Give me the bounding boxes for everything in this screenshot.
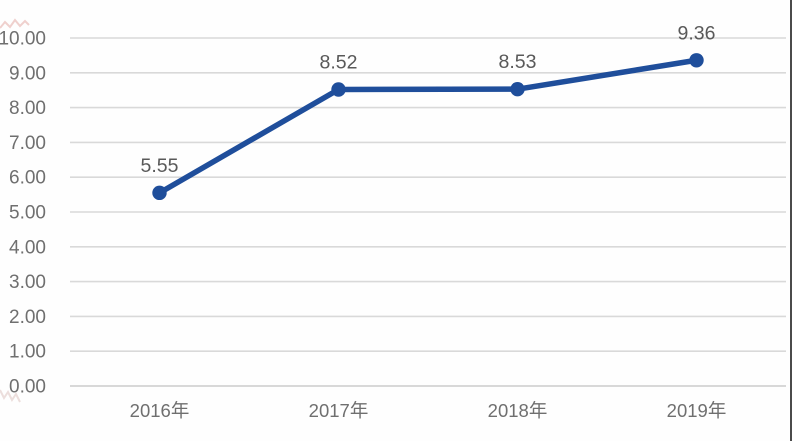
x-axis-tick-label: 2018年 — [488, 400, 548, 421]
y-axis-tick-label: 2.00 — [9, 307, 46, 328]
data-point-marker — [331, 82, 346, 97]
data-point-marker — [152, 185, 167, 201]
y-axis-tick-label: 8.00 — [9, 98, 46, 119]
y-axis-tick-label: 0.00 — [9, 377, 46, 398]
x-axis-tick-label: 2017年 — [309, 400, 369, 421]
data-label: 5.55 — [141, 155, 179, 177]
data-point-marker — [689, 53, 704, 68]
data-label: 9.36 — [678, 22, 716, 44]
x-axis-tick-label: 2019年 — [667, 400, 727, 421]
right-edge-line — [790, 0, 792, 441]
y-axis-tick-label: 1.00 — [9, 342, 46, 363]
series-line — [156, 57, 700, 196]
y-axis-tick-label: 3.00 — [9, 272, 46, 293]
y-axis-tick-label: 6.00 — [9, 168, 46, 189]
data-label: 8.52 — [320, 52, 358, 74]
torn-edge-mark-bottom — [0, 389, 21, 403]
torn-edge-mark-top — [0, 18, 30, 29]
data-label: 8.53 — [499, 51, 537, 73]
y-axis-tick-label: 10.00 — [0, 29, 46, 50]
x-axis-tick-label: 2016年 — [130, 400, 190, 421]
y-axis-tick-label: 4.00 — [9, 237, 46, 258]
y-axis-tick-label: 9.00 — [9, 63, 46, 84]
y-axis-tick-label: 7.00 — [9, 133, 46, 154]
data-point-marker — [510, 81, 525, 97]
y-axis-tick-label: 5.00 — [9, 203, 46, 224]
